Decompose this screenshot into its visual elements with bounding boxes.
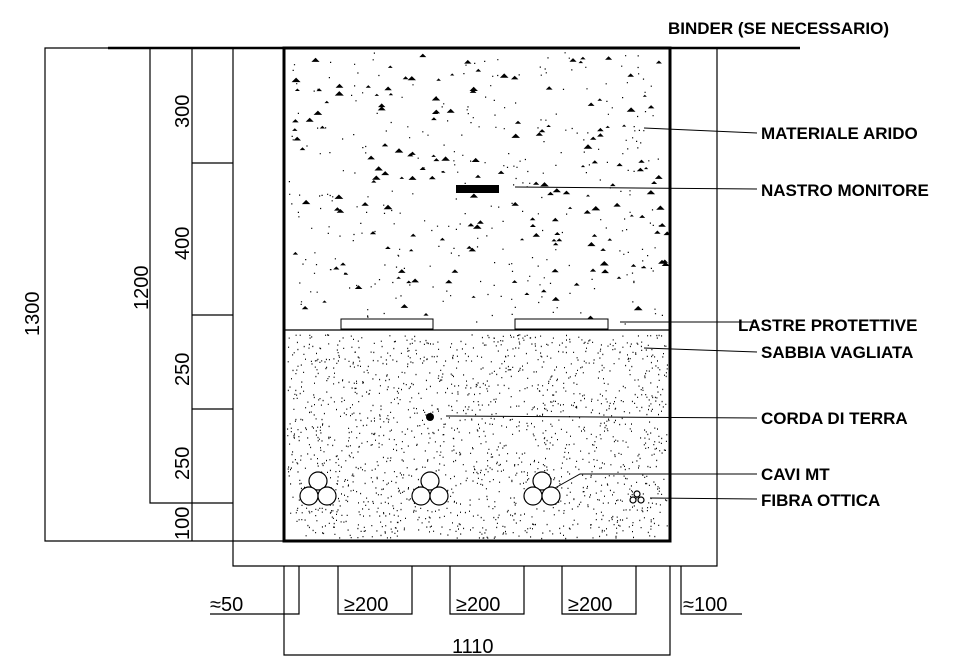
trench-outer-outline <box>232 48 718 567</box>
layer-250-b-label: 250 <box>172 447 194 480</box>
trench-fill-outline <box>282 46 672 543</box>
binder-label: BINDER (SE NECESSARIO) <box>668 19 889 38</box>
nastro-monitore-label: NASTRO MONITORE <box>761 181 929 200</box>
materiale-arido-label: MATERIALE ARIDO <box>761 124 918 143</box>
cavi-mt-group-2 <box>411 471 449 506</box>
depth-1200-label: 1200 <box>131 266 153 311</box>
margin-left-label: ≈50 <box>210 594 243 616</box>
sabbia-vagliata-label: SABBIA VAGLIATA <box>761 343 913 362</box>
corda-di-terra-label: CORDA DI TERRA <box>761 409 908 428</box>
vertical-dimension-lines <box>44 47 284 542</box>
layer-250-a-label: 250 <box>172 353 194 386</box>
fibra-ottica-cable <box>629 490 645 504</box>
fibra-ottica-label: FIBRA OTTICA <box>761 491 880 510</box>
layer-100-label: 100 <box>172 507 194 540</box>
layer-300-label: 300 <box>172 95 194 128</box>
depth-1300-label: 1300 <box>22 292 44 337</box>
margin-right-label: ≈100 <box>683 594 727 616</box>
horizontal-dimension-lines <box>210 566 742 656</box>
lastra-protettiva-right <box>514 318 609 330</box>
trench-width-label: 1110 <box>452 636 494 658</box>
cavi-mt-group-3 <box>523 471 561 506</box>
leader-lines <box>445 127 758 500</box>
lastra-protettiva-left <box>340 318 434 330</box>
spacing-1-label: ≥200 <box>344 594 388 616</box>
cavi-mt-label: CAVI MT <box>761 465 830 484</box>
cavi-mt-group-1 <box>299 471 337 506</box>
corda-di-terra-conductor <box>426 413 434 421</box>
lastre-protettive-label: LASTRE PROTETTIVE <box>738 316 917 335</box>
spacing-3-label: ≥200 <box>568 594 612 616</box>
spacing-2-label: ≥200 <box>456 594 500 616</box>
layer-400-label: 400 <box>172 227 194 260</box>
sabbia-vagliata-fill <box>287 334 668 540</box>
nastro-monitore-tape <box>456 185 499 193</box>
